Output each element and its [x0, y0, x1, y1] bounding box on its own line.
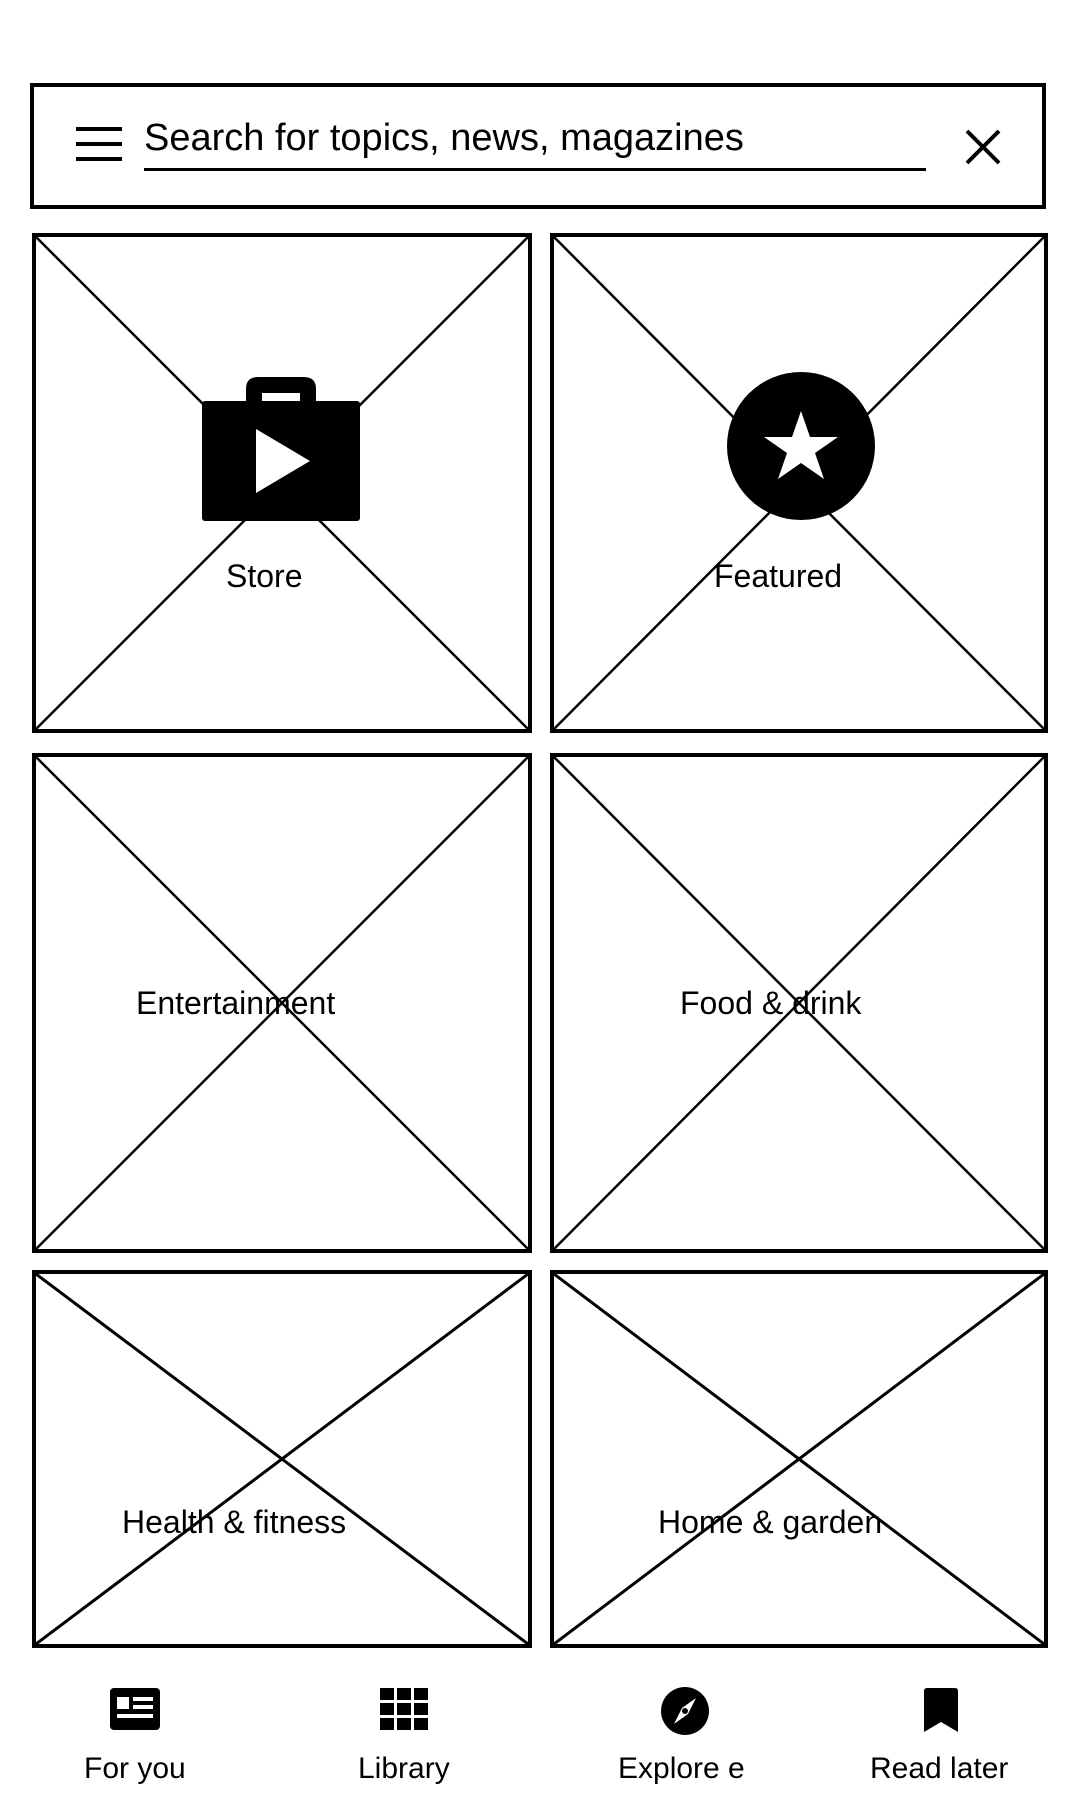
nav-label: For you: [84, 1752, 186, 1785]
tile-label: Food & drink: [680, 985, 862, 1021]
search-bar: [30, 83, 1046, 209]
compass-icon: [660, 1686, 710, 1736]
tile-entertainment[interactable]: Entertainment: [32, 753, 532, 1253]
nav-item-library[interactable]: Library: [330, 1650, 480, 1800]
nav-label: Library: [358, 1752, 450, 1785]
tile-featured[interactable]: Featured: [550, 233, 1048, 733]
star-circle-icon: [726, 371, 876, 521]
nav-item-read-later[interactable]: Read later: [860, 1650, 1020, 1800]
tile-label: Health & fitness: [122, 1504, 347, 1540]
tile-store[interactable]: Store: [32, 233, 532, 733]
tile-home-garden[interactable]: Home & garden: [550, 1270, 1048, 1648]
grid-icon: [380, 1688, 428, 1730]
tile-food-drink[interactable]: Food & drink: [550, 753, 1048, 1253]
hamburger-menu-icon[interactable]: [76, 125, 122, 163]
search-input[interactable]: [144, 109, 926, 171]
close-icon[interactable]: [965, 129, 1001, 165]
placeholder-image: [36, 757, 528, 1249]
tile-health-fitness[interactable]: Health & fitness: [32, 1270, 532, 1648]
bottom-navigation: For you Library Explor: [0, 1650, 1080, 1800]
newspaper-icon: [110, 1688, 160, 1730]
nav-label: Read later: [870, 1752, 1009, 1785]
tile-label: Entertainment: [136, 985, 336, 1021]
tile-label: Featured: [714, 558, 843, 594]
shopping-bag-play-icon: [202, 373, 360, 521]
nav-item-explore[interactable]: Explore e: [610, 1650, 770, 1800]
tile-label: Store: [226, 558, 303, 594]
placeholder-image: [554, 757, 1044, 1249]
nav-item-for-you[interactable]: For you: [60, 1650, 210, 1800]
placeholder-image: [36, 1274, 528, 1644]
placeholder-image: [554, 1274, 1044, 1644]
nav-label: Explore e: [618, 1752, 745, 1785]
tile-label: Home & garden: [658, 1504, 883, 1540]
bookmark-icon: [924, 1688, 958, 1732]
